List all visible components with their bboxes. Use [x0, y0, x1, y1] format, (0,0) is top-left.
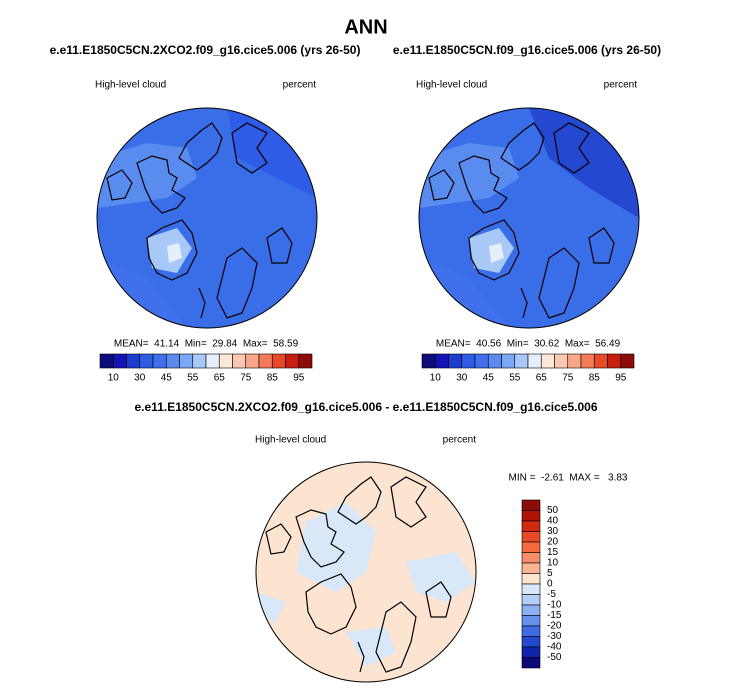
panel-subtitle: e.e11.E1850C5CN.2XCO2.f09_g16.cice5.006 … [50, 43, 361, 57]
colorbar-box [521, 604, 541, 616]
colorbar-box [501, 353, 516, 369]
stats: MEAN= 41.14 Min= 29.84 Max= 58.59 [114, 339, 299, 350]
colorbar-label: 95 [615, 373, 627, 384]
colorbar-label: 20 [547, 537, 559, 548]
colorbar-box [567, 353, 582, 369]
colorbar-box [521, 583, 541, 595]
colorbar-box [521, 636, 541, 648]
colorbar-box [527, 353, 542, 369]
stats: MIN = -2.61 MAX = 3.83 [509, 473, 628, 484]
colorbar-box [285, 353, 300, 369]
colorbar-box [152, 353, 167, 369]
panel-subtitle: e.e11.E1850C5CN.f09_g16.cice5.006 (yrs 2… [393, 43, 661, 57]
colorbar-box [607, 353, 622, 369]
colorbar-label: 10 [108, 373, 120, 384]
colorbar-box [521, 541, 541, 553]
colorbar-label: 55 [187, 373, 199, 384]
colorbar-label: 30 [456, 373, 468, 384]
colorbar-label: -50 [547, 652, 562, 663]
colorbar-box [258, 353, 273, 369]
colorbar-label: -10 [547, 600, 562, 611]
variable-label: High-level cloud [255, 435, 326, 446]
colorbar-label: 65 [214, 373, 226, 384]
units-label: percent [604, 80, 638, 91]
colorbar-label: 50 [547, 505, 559, 516]
colorbar-label: 95 [293, 373, 305, 384]
colorbar-box [112, 353, 127, 369]
colorbar-box [461, 353, 476, 369]
colorbar-box [232, 353, 247, 369]
colorbar-label: 0 [547, 579, 553, 590]
colorbar-label: 55 [509, 373, 521, 384]
colorbar-box [179, 353, 194, 369]
colorbar-box [554, 353, 569, 369]
colorbar-box [298, 353, 313, 369]
colorbar-box [421, 353, 436, 369]
variable-label: High-level cloud [95, 80, 166, 91]
colorbar-label: 10 [547, 558, 559, 569]
colorbar-box [521, 562, 541, 574]
colorbar-label: 45 [483, 373, 495, 384]
colorbar-box [580, 353, 595, 369]
colorbar-box [165, 353, 180, 369]
variable-label: High-level cloud [416, 80, 487, 91]
figure-title: ANN [344, 16, 387, 38]
polar-map [96, 107, 318, 329]
polar-map [418, 107, 640, 329]
units-label: percent [443, 435, 477, 446]
colorbar-box [126, 353, 141, 369]
colorbar-box [521, 499, 541, 511]
colorbar-label: 30 [547, 526, 559, 537]
colorbar-box [99, 353, 114, 369]
colorbar-box [521, 646, 541, 658]
colorbar-box [487, 353, 502, 369]
colorbar-box [521, 520, 541, 532]
colorbar-box [474, 353, 489, 369]
colorbar-label: 75 [240, 373, 252, 384]
colorbar-box [620, 353, 635, 369]
polar-map [255, 461, 477, 683]
panel-subtitle: e.e11.E1850C5CN.2XCO2.f09_g16.cice5.006 … [135, 400, 598, 414]
colorbar-label: -20 [547, 621, 562, 632]
colorbar-label: 75 [562, 373, 574, 384]
colorbar-label: 40 [547, 516, 559, 527]
colorbar-box [521, 531, 541, 543]
colorbar-label: 65 [536, 373, 548, 384]
colorbar-box [271, 353, 286, 369]
colorbar-label: 10 [430, 373, 442, 384]
colorbar-box [218, 353, 233, 369]
colorbar-label: 85 [267, 373, 279, 384]
colorbar-box [521, 615, 541, 627]
colorbar-box [434, 353, 449, 369]
colorbar-label: -30 [547, 631, 562, 642]
colorbar-box [521, 573, 541, 585]
colorbar-label: 15 [547, 547, 559, 558]
colorbar-box [521, 510, 541, 522]
colorbar-box [448, 353, 463, 369]
colorbar-box [540, 353, 555, 369]
colorbar-box [139, 353, 154, 369]
colorbar-box [521, 625, 541, 637]
colorbar-box [192, 353, 207, 369]
colorbar-box [245, 353, 260, 369]
stats: MEAN= 40.56 Min= 30.62 Max= 56.49 [436, 339, 621, 350]
colorbar-label: 30 [134, 373, 146, 384]
colorbar-box [521, 594, 541, 606]
colorbar-box [514, 353, 529, 369]
colorbar-label: 85 [589, 373, 601, 384]
colorbar-label: -15 [547, 610, 562, 621]
colorbar-box [521, 657, 541, 669]
colorbar-box [593, 353, 608, 369]
colorbar-label: -40 [547, 642, 562, 653]
units-label: percent [283, 80, 317, 91]
colorbar-label: 5 [547, 568, 553, 579]
colorbar-box [521, 552, 541, 564]
colorbar-label: 45 [161, 373, 173, 384]
colorbar-box [205, 353, 220, 369]
colorbar-label: -5 [547, 589, 556, 600]
